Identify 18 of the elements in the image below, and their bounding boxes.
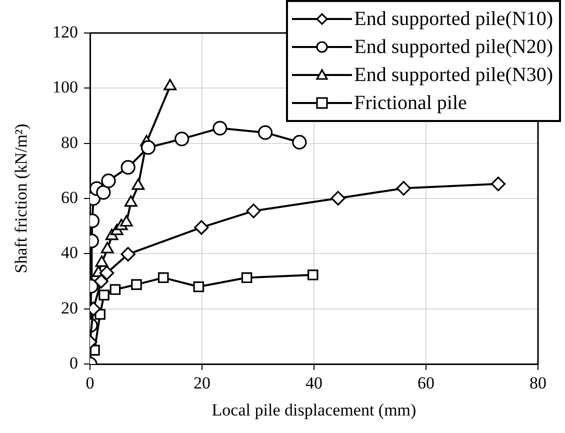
- x-tick-label: 20: [194, 374, 210, 393]
- x-axis-title: Local pile displacement (mm): [212, 400, 416, 420]
- legend-label: End supported pile(N30): [354, 64, 553, 86]
- y-tick-label: 40: [61, 243, 78, 262]
- y-tick-label: 20: [61, 298, 78, 318]
- x-tick-label: 60: [418, 374, 434, 393]
- y-tick-label: 80: [61, 132, 78, 152]
- y-tick-label: 60: [61, 188, 78, 207]
- legend-label: Frictional pile: [354, 92, 467, 114]
- legend-label: End supported pile(N10): [354, 8, 553, 30]
- y-tick-label: 100: [52, 78, 78, 97]
- x-tick-label: 0: [86, 374, 94, 393]
- x-tick-label: 80: [530, 374, 546, 393]
- y-tick-label: 120: [52, 22, 78, 42]
- y-tick-label: 0: [70, 353, 78, 372]
- y-axis-title: Shaft friction (kN/m²): [12, 124, 31, 274]
- x-tick-label: 40: [306, 374, 322, 393]
- legend-label: End supported pile(N20): [354, 36, 553, 58]
